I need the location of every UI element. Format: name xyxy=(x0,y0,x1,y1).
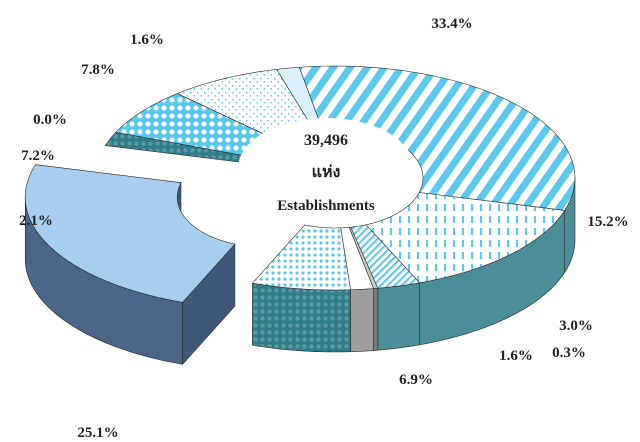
slice-label-11: 1.6% xyxy=(130,32,164,48)
slice-side-5 xyxy=(252,282,351,353)
center-caption: Establishments xyxy=(277,198,375,214)
center-label: 39,496 แห่ง Establishments xyxy=(238,118,414,218)
slice-label-3: 0.3% xyxy=(552,345,586,361)
slice-label-10: 7.8% xyxy=(81,62,115,78)
slice-side-3 xyxy=(373,287,379,351)
center-value: 39,496 xyxy=(304,132,348,149)
slice-label-7: 2.1% xyxy=(19,213,53,229)
slice-top-6 xyxy=(24,164,236,303)
slice-label-6: 25.1% xyxy=(77,425,118,441)
slice-label-0: 33.4% xyxy=(431,16,472,32)
slice-side-4 xyxy=(350,288,374,353)
slice-side-2 xyxy=(377,282,420,351)
slice-label-5: 6.9% xyxy=(399,372,433,388)
center-unit: แห่ง xyxy=(312,164,341,181)
slice-label-9: 0.0% xyxy=(33,112,67,128)
slice-label-2: 3.0% xyxy=(559,318,593,334)
slice-label-1: 15.2% xyxy=(587,214,628,230)
slice-label-4: 1.6% xyxy=(499,348,533,364)
slice-label-8: 7.2% xyxy=(21,148,55,164)
slice-labels: 33.4% 15.2% 3.0% 0.3% 1.6% 6.9% 25.1% 2.1% 7.2% 0… xyxy=(19,16,629,441)
center-hole xyxy=(238,118,414,218)
slice-top-5 xyxy=(252,224,351,291)
